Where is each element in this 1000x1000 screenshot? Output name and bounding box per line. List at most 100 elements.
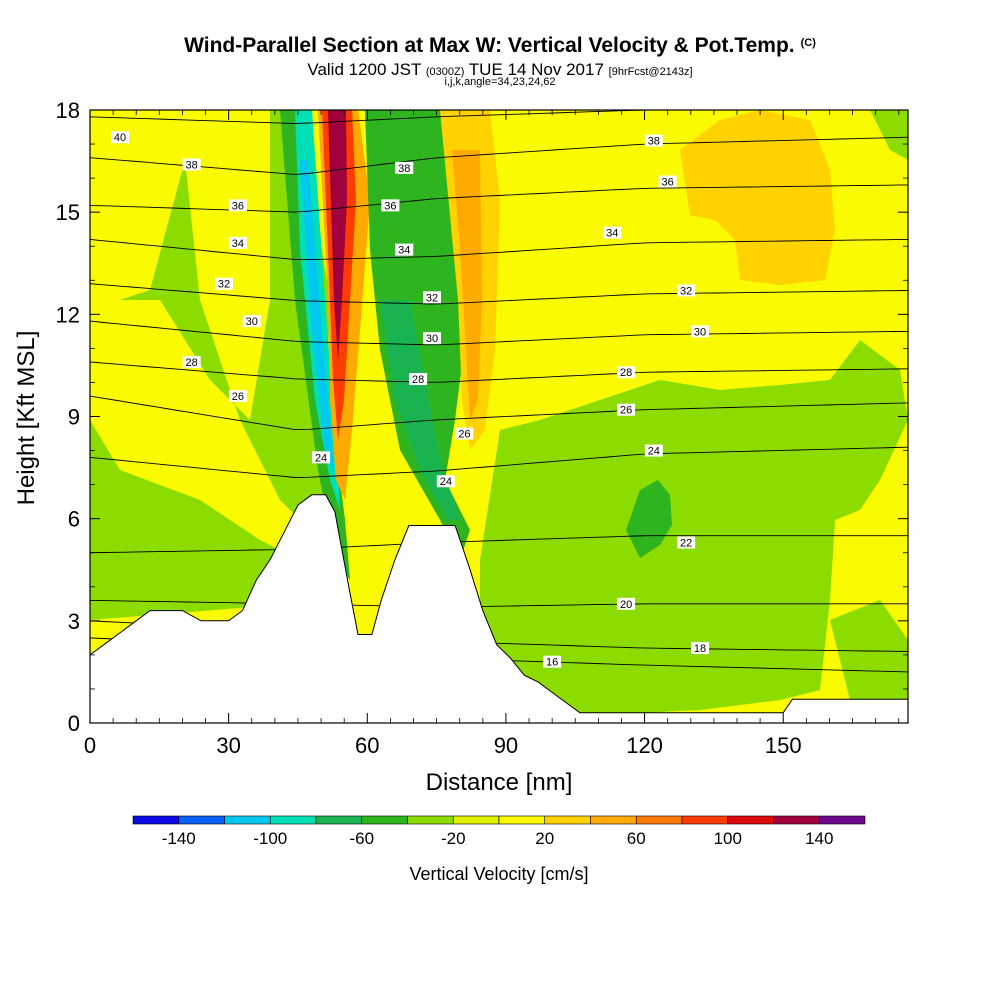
contour-label-bg: [677, 536, 696, 549]
contour-label-bg: [677, 284, 696, 297]
colorbar: -140 -100 -60 -20 20 60 100 140: [132, 815, 866, 848]
colorbar-tick-label: 140: [805, 829, 833, 848]
theta-contours: [90, 110, 908, 673]
contour-label: 34: [228, 236, 247, 250]
contour-label-bg: [691, 642, 710, 655]
weak-descent-upper-right: [870, 110, 908, 160]
contour-label-text: 36: [232, 200, 244, 212]
contour-label-text: 30: [426, 333, 438, 345]
contour-label: 30: [242, 315, 261, 328]
contour-label-text: 24: [440, 476, 452, 488]
contour-label: 16: [543, 655, 562, 669]
contour-label-text: 16: [546, 657, 558, 669]
colorbar-swatch: [407, 815, 454, 825]
terrain: [89, 494, 909, 724]
contour-label-text: 32: [218, 279, 230, 291]
contour-label-text: 38: [398, 163, 410, 175]
contour-label-bg: [409, 373, 428, 386]
descent-pocket: [626, 480, 672, 558]
contour-label-text: 28: [186, 357, 198, 369]
contour-label-text: 40: [114, 132, 126, 144]
contour-label: 36: [658, 175, 677, 189]
colorbar-swatch: [452, 815, 500, 825]
colorbar-swatch: [224, 815, 271, 825]
y-axis-title: Height [Kft MSL]: [13, 331, 40, 506]
contour-label-bg: [312, 451, 331, 464]
contour-label: 30: [691, 325, 710, 338]
contour-label-text: 36: [662, 177, 674, 189]
colorbar-tick-label: -100: [253, 829, 287, 848]
contour-label-text: 36: [384, 200, 396, 212]
contour-label-bg: [422, 291, 441, 304]
downdraft-band-right-core: [380, 300, 460, 520]
contour-label-bg: [617, 366, 636, 379]
colorbar-swatch: [773, 815, 820, 825]
theta-contour-20: [90, 599, 908, 608]
contour-label-text: 20: [620, 599, 632, 611]
x-tick-label: 30: [216, 733, 240, 758]
colorbar-swatch: [727, 815, 774, 825]
contour-label: 36: [228, 199, 247, 212]
subtitle-date: TUE 14 Nov 2017: [468, 60, 604, 79]
y-tick-label: 9: [68, 405, 80, 430]
colorbar-swatch: [590, 815, 637, 825]
contour-label-text: 28: [412, 374, 424, 386]
contour-label-bg: [691, 325, 710, 338]
contour-label-text: 34: [232, 238, 244, 250]
theta-contour-34: [90, 238, 908, 261]
colorbar-swatch: [132, 815, 180, 825]
contour-label: 18: [691, 642, 710, 655]
contour-label-bg: [658, 175, 677, 188]
contour-label-text: 38: [648, 136, 660, 148]
contour-label-bg: [111, 131, 130, 144]
contour-label: 26: [228, 390, 247, 403]
contour-label-text: 30: [694, 326, 706, 338]
contour-label-bg: [436, 475, 455, 488]
colorbar-swatch: [818, 815, 866, 825]
contour-label-bg: [228, 199, 247, 212]
theta-contour-28: [90, 361, 908, 383]
contour-label-bg: [395, 161, 414, 174]
colorbar-tick-label: 20: [535, 829, 554, 848]
contour-label: 34: [395, 243, 414, 257]
contour-label: 32: [677, 284, 696, 297]
contour-label: 34: [603, 226, 622, 240]
subtitle: Valid 1200 JST (0300Z) TUE 14 Nov 2017 […: [0, 60, 1000, 80]
contour-label: 24: [436, 475, 455, 488]
contour-label-bg: [543, 655, 562, 668]
contour-label: 30: [422, 332, 441, 345]
grid-indices: i,j,k,angle=34,23,24,62: [444, 76, 556, 88]
updraft-streak-core: [328, 110, 347, 360]
weak-descent-low-right: [830, 600, 908, 700]
contour-label: 28: [617, 366, 636, 379]
contour-label: 38: [182, 158, 201, 171]
title-block: Wind-Parallel Section at Max W: Vertical…: [0, 34, 1000, 58]
colorbar-swatch: [178, 815, 225, 825]
colorbar-title: Vertical Velocity [cm/s]: [409, 864, 588, 884]
contour-label: 26: [617, 403, 636, 417]
contour-label-text: 24: [315, 452, 327, 464]
subtitle-utc: (0300Z): [425, 66, 465, 78]
contour-labels: 40 38 36 34 32 30 28 26 24 38 36 34 32 30 28 26 24 38 36 34…: [111, 131, 710, 669]
contour-label-text: 34: [606, 228, 618, 240]
colorbar-swatch: [681, 815, 729, 825]
contour-label: 26: [455, 427, 474, 441]
contour-label-bg: [182, 158, 201, 171]
contour-label-bg: [242, 315, 261, 328]
contour-label-bg: [215, 277, 234, 290]
contour-label-text: 26: [232, 391, 244, 403]
theta-contour-38: [90, 136, 908, 175]
colorbar-tick-label: -20: [441, 829, 466, 848]
y-tick-label: 6: [68, 507, 80, 532]
contour-label: 32: [215, 277, 234, 291]
contour-label: 24: [644, 444, 663, 458]
theta-contour-26: [90, 395, 908, 431]
colorbar-tick-label: 100: [714, 829, 742, 848]
colorbar-swatch: [269, 815, 317, 825]
contour-label-bg: [228, 390, 247, 403]
chart-title: Wind-Parallel Section at Max W: Vertical…: [184, 34, 795, 57]
y-tick-label: 0: [68, 711, 80, 736]
contour-label: 22: [677, 536, 696, 550]
